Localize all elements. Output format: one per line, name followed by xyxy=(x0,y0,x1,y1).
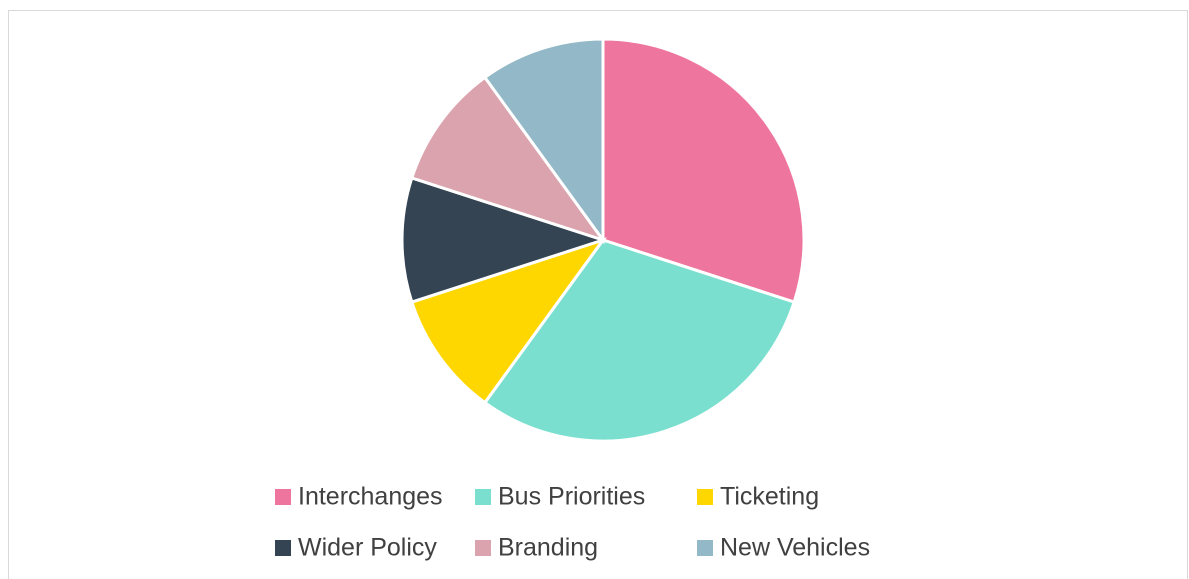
pie-slice xyxy=(482,37,605,245)
legend-label: Interchanges xyxy=(298,483,443,511)
pie-slice xyxy=(482,238,797,443)
pie-slice xyxy=(409,237,607,405)
legend-label: New Vehicles xyxy=(720,534,870,562)
legend-swatch xyxy=(275,540,291,556)
legend-swatch xyxy=(475,540,491,556)
pie-slice xyxy=(601,37,806,305)
pie-slice xyxy=(400,175,608,305)
legend-swatch xyxy=(697,540,713,556)
legend-swatch xyxy=(275,489,291,505)
legend-label: Bus Priorities xyxy=(498,483,645,511)
pie-slice xyxy=(409,75,607,243)
legend-swatch xyxy=(475,489,491,505)
legend-label: Ticketing xyxy=(720,483,819,511)
legend-label: Branding xyxy=(498,534,598,562)
legend-swatch xyxy=(697,489,713,505)
legend-label: Wider Policy xyxy=(298,534,437,562)
